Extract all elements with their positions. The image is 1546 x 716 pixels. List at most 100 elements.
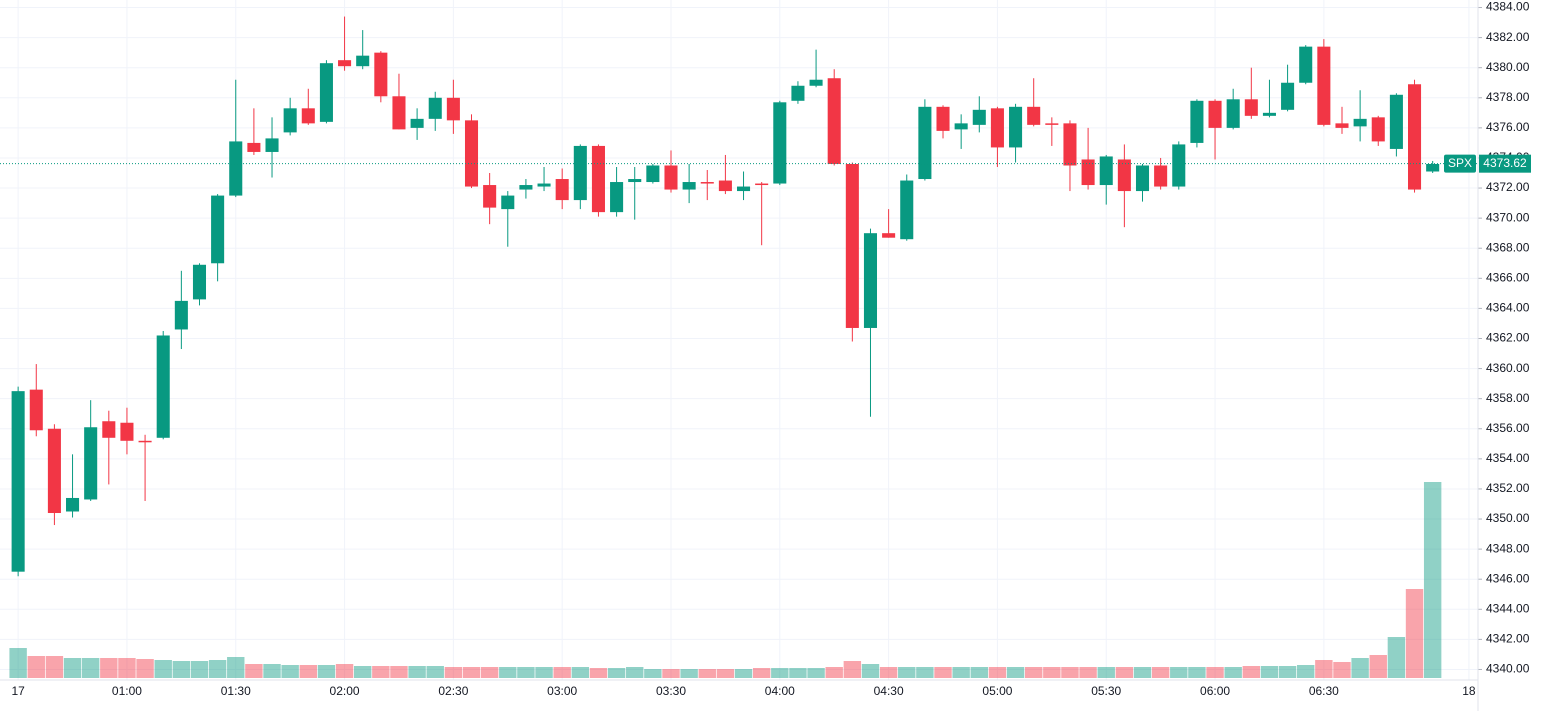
volume-bar: [626, 667, 644, 678]
candle-body: [1353, 118, 1367, 127]
volume-bar: [208, 660, 227, 678]
volume-bar: [9, 648, 27, 678]
x-tick-label: 02:30: [438, 684, 468, 698]
candle-body: [29, 389, 43, 431]
candle-body: [1154, 165, 1168, 187]
volume-bar: [1405, 589, 1424, 678]
candle-body: [301, 108, 315, 124]
candle-body: [990, 108, 1004, 148]
candle-body: [646, 165, 660, 183]
y-tick-label: 4366.00: [1486, 270, 1530, 284]
candle-body: [918, 106, 932, 180]
volume-bar: [1206, 667, 1224, 678]
candle-body: [446, 97, 460, 121]
candle-body: [1426, 163, 1440, 172]
x-tick-label: 04:00: [765, 684, 795, 698]
candle-body: [791, 85, 805, 101]
candle-body: [229, 141, 243, 196]
candle-body: [936, 106, 950, 131]
x-tick-label: 05:30: [1091, 684, 1121, 698]
candle-body: [102, 421, 116, 438]
candle-body: [519, 185, 533, 190]
volume-bar: [952, 667, 970, 678]
y-tick-label: 4372.00: [1486, 180, 1530, 194]
price-label: 4373.62: [1483, 156, 1527, 170]
volume-bar: [898, 667, 916, 678]
candle-body: [374, 52, 388, 97]
volume-bar: [408, 666, 426, 678]
y-tick-label: 4360.00: [1486, 361, 1530, 375]
volume-bar: [172, 661, 191, 678]
candle-body: [84, 427, 98, 500]
candle-body: [120, 422, 134, 441]
price-label-box: [1479, 154, 1531, 173]
candle-body: [863, 233, 878, 328]
candle-body: [573, 145, 587, 201]
x-tick-label: 17: [11, 684, 25, 698]
volume-bar: [1224, 667, 1242, 678]
candle-body: [356, 55, 370, 67]
candle-body: [283, 108, 297, 133]
candle-body: [845, 163, 859, 328]
candle-body: [1135, 165, 1150, 192]
candle-body: [410, 118, 424, 128]
volume-bar: [970, 667, 988, 678]
candle-body: [664, 165, 678, 190]
candle-body: [1335, 123, 1349, 128]
volume-bar: [771, 668, 789, 678]
candle-body: [138, 440, 152, 443]
candle-body: [247, 142, 261, 152]
candle-body: [211, 195, 225, 264]
volume-bar: [680, 669, 698, 678]
candle-body: [700, 182, 714, 184]
x-tick-label: 04:30: [874, 684, 904, 698]
candle-body: [1117, 159, 1131, 192]
candle-body: [319, 63, 333, 122]
volume-bar: [227, 657, 245, 678]
y-tick-label: 4368.00: [1486, 240, 1530, 254]
candle-body: [1281, 82, 1295, 110]
volume-bar: [934, 667, 952, 678]
volume-bar: [335, 664, 354, 678]
volume-bar: [1079, 667, 1097, 678]
volume-bar: [1133, 667, 1152, 678]
volume-bar: [789, 668, 807, 678]
y-tick-label: 4370.00: [1486, 210, 1530, 224]
volume-bar: [535, 667, 553, 678]
candle-body: [1407, 84, 1422, 190]
x-tick-label: 05:00: [982, 684, 1012, 698]
volume-bar: [1260, 666, 1279, 678]
x-tick-label: 06:30: [1309, 684, 1339, 698]
y-tick-label: 4362.00: [1486, 331, 1530, 345]
candle-body: [11, 391, 25, 572]
volume-bar: [644, 669, 662, 678]
candle-body: [156, 335, 170, 438]
candle-body: [718, 180, 732, 192]
y-tick-label: 4384.00: [1486, 0, 1530, 14]
volume-bar: [317, 665, 336, 678]
volume-bar: [879, 667, 898, 678]
volume-bar: [118, 658, 136, 678]
volume-bar: [136, 659, 154, 678]
candle-body: [1208, 100, 1222, 128]
y-tick-label: 4354.00: [1486, 451, 1530, 465]
candle-body: [773, 102, 787, 184]
volume-bar: [245, 664, 263, 678]
candle-body: [682, 182, 696, 190]
volume-bar: [1315, 660, 1333, 678]
volume-bar: [1043, 667, 1061, 678]
candle-body: [66, 497, 80, 512]
candle-body: [338, 60, 352, 67]
volume-bar: [27, 656, 45, 678]
y-tick-label: 4378.00: [1486, 90, 1530, 104]
volume-bar: [299, 665, 317, 678]
volume-bar: [517, 667, 535, 678]
volume-bar: [100, 658, 118, 678]
x-tick-label: 01:00: [112, 684, 142, 698]
volume-bar: [589, 668, 608, 678]
candle-body: [1172, 144, 1186, 187]
volume-bar: [1369, 655, 1387, 678]
candle-body: [483, 185, 497, 208]
candle-body: [265, 138, 279, 152]
